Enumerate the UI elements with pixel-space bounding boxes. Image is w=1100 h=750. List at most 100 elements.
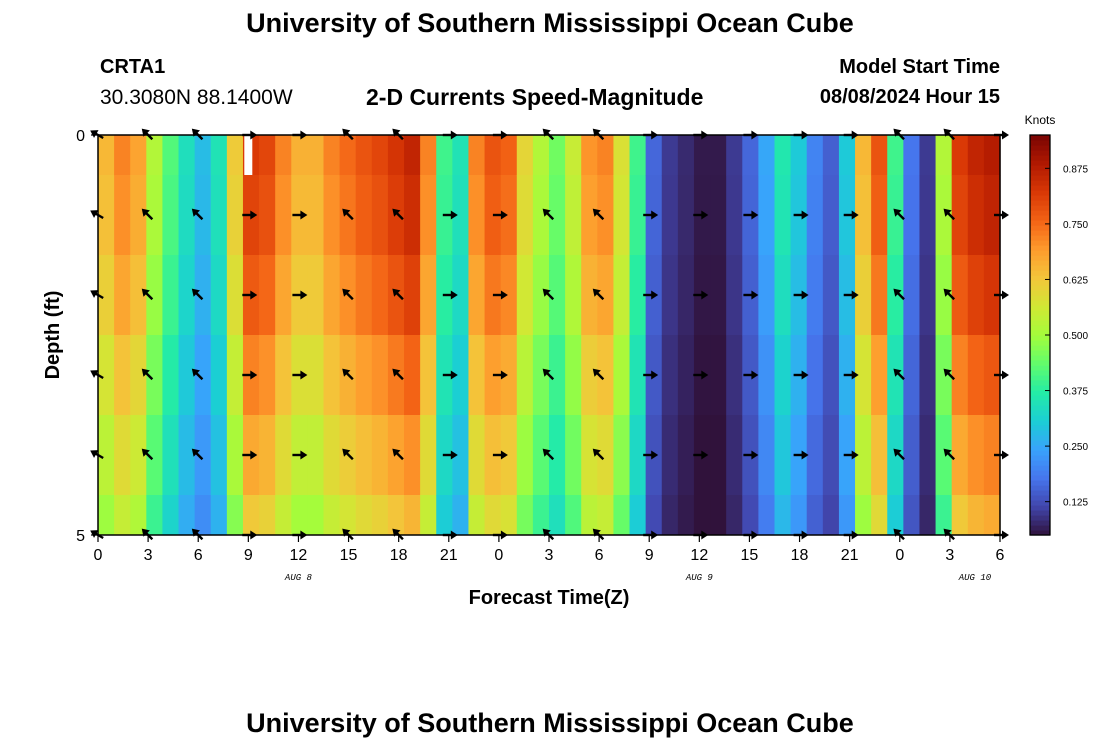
current-arrow-head (1002, 450, 1009, 460)
heatmap-cell (210, 135, 228, 176)
heatmap-cell (162, 335, 180, 416)
x-tick-label: 21 (841, 547, 859, 564)
current-arrow-head (751, 450, 759, 460)
current-arrow (893, 288, 905, 301)
heatmap-cell (774, 255, 792, 336)
heatmap-cell (935, 415, 953, 496)
colorbar-swatch (1030, 500, 1050, 506)
heatmap-cell (371, 175, 389, 256)
heatmap-cell (581, 255, 598, 336)
heatmap-cell (758, 415, 776, 496)
colorbar-swatch (1030, 530, 1050, 536)
heatmap-cell (790, 135, 808, 176)
heatmap-cell (742, 495, 759, 536)
current-arrow-head (851, 450, 859, 460)
colorbar-swatch (1030, 140, 1050, 146)
heatmap-cell (903, 495, 921, 536)
colorbar-swatch (1030, 315, 1050, 321)
heatmap-cell (903, 175, 921, 256)
current-arrow (542, 448, 555, 461)
current-arrow (292, 370, 308, 380)
heatmap-cell (581, 335, 598, 416)
colorbar-swatch (1030, 505, 1050, 511)
x-tick-label: 12 (290, 547, 308, 564)
heatmap-cell (806, 135, 824, 176)
heatmap-cell (468, 135, 486, 176)
colorbar-swatch (1030, 385, 1050, 391)
heatmap-cell (162, 415, 180, 496)
current-arrow-head (1002, 210, 1009, 220)
heatmap-cell (178, 335, 196, 416)
heatmap-cell (130, 415, 147, 496)
heatmap-cell (130, 135, 147, 176)
heatmap-cell (726, 335, 743, 416)
heatmap-cell (162, 175, 180, 256)
heatmap-cell (516, 495, 534, 536)
colorbar-swatch (1030, 325, 1050, 331)
current-arrow (141, 368, 154, 381)
current-arrow (442, 370, 458, 380)
current-arrow-head (701, 370, 709, 380)
colorbar-swatch (1030, 270, 1050, 276)
current-arrow (542, 208, 555, 221)
heatmap-cell (887, 135, 904, 176)
heatmap-cell (436, 135, 453, 176)
heatmap-cell (516, 175, 534, 256)
heatmap-cell (210, 175, 228, 256)
current-arrow (943, 368, 955, 381)
colorbar-swatch (1030, 275, 1050, 281)
heatmap-cell (532, 495, 550, 536)
heatmap-cell (677, 495, 695, 536)
heatmap-cell (565, 415, 582, 496)
colorbar-swatch (1030, 510, 1050, 516)
current-arrow-head (450, 210, 458, 220)
colorbar-swatch (1030, 200, 1050, 206)
heatmap-cell (355, 175, 373, 256)
colorbar-swatch (1030, 250, 1050, 256)
current-arrow (242, 290, 258, 300)
colorbar-swatch (1030, 290, 1050, 296)
heatmap-cell (420, 335, 437, 416)
current-arrow-head (90, 210, 99, 218)
colorbar-swatch (1030, 295, 1050, 301)
heatmap-cell (516, 255, 534, 336)
heatmap-cell (323, 415, 341, 496)
station-id: CRTA1 (100, 56, 166, 78)
heatmap-cell (903, 135, 921, 176)
heatmap-cell (629, 175, 647, 256)
current-arrow-head (300, 370, 308, 380)
heatmap-cell (178, 135, 196, 176)
heatmap-cell (693, 495, 711, 536)
colorbar-swatch (1030, 485, 1050, 491)
heatmap-cell (581, 135, 598, 176)
heatmap-cell (855, 135, 872, 176)
heatmap-cell (452, 255, 470, 336)
colorbar-swatch (1030, 180, 1050, 186)
heatmap-cell (822, 255, 840, 336)
heatmap-cell (758, 255, 776, 336)
current-arrow (191, 368, 204, 381)
heatmap-cell (387, 495, 405, 536)
current-arrow-head (851, 370, 859, 380)
y-tick-label: 5 (76, 528, 85, 545)
heatmap-cell (468, 175, 486, 256)
current-arrow (392, 288, 404, 301)
heatmap-cell (500, 135, 518, 176)
heatmap-cell (774, 495, 792, 536)
heatmap-cell (677, 175, 695, 256)
heatmap-cell (935, 495, 953, 536)
current-arrow (793, 370, 809, 380)
heatmap (98, 135, 1001, 536)
current-arrow-head (701, 290, 709, 300)
heatmap-cell (226, 135, 244, 176)
heatmap-cell (275, 415, 292, 496)
current-arrow-head (300, 450, 308, 460)
heatmap-cell (404, 175, 421, 256)
heatmap-cell (114, 175, 131, 256)
heatmap-cell (855, 255, 872, 336)
heatmap-cell (210, 255, 228, 336)
heatmap-cell (838, 135, 856, 176)
heatmap-cell (291, 495, 308, 536)
heatmap-cell (484, 135, 502, 176)
current-arrow-head (250, 210, 258, 220)
